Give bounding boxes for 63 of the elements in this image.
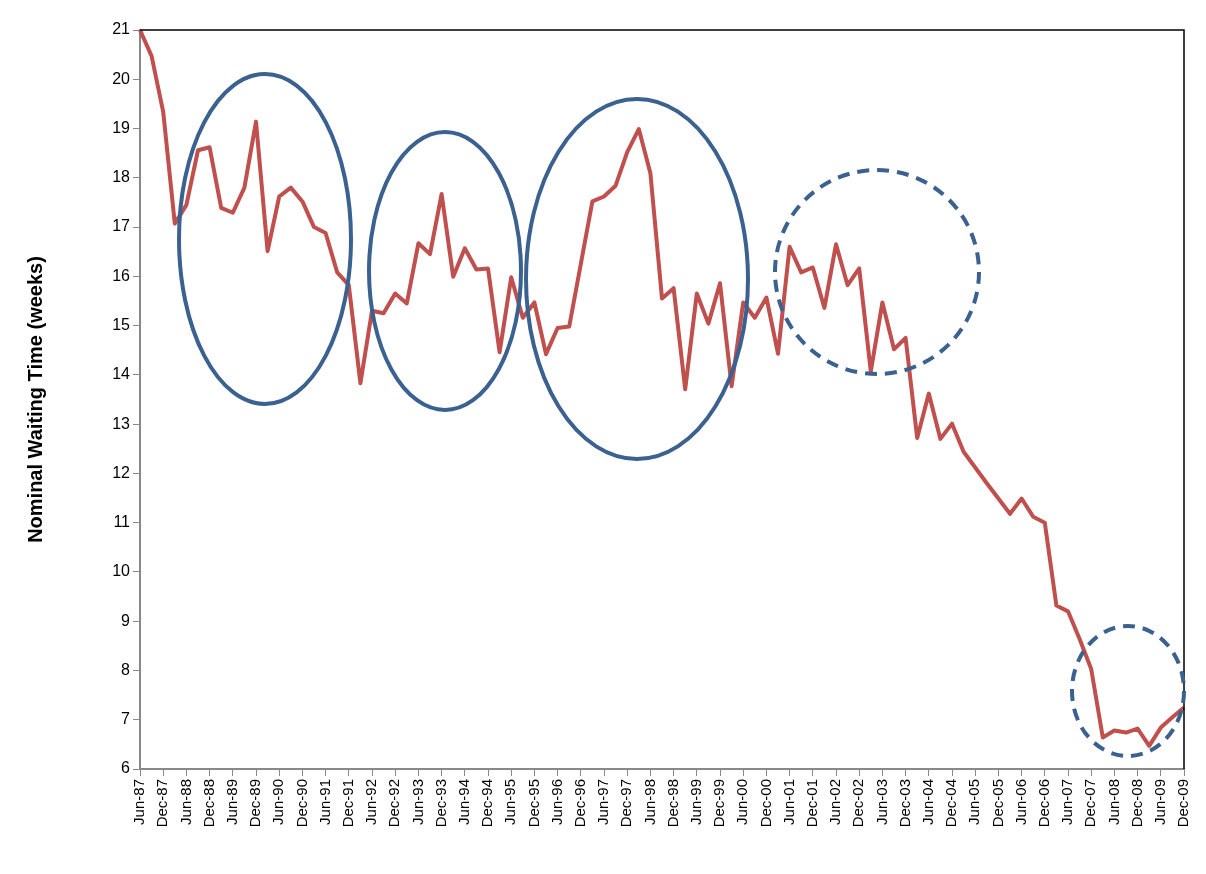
x-tick-label: Dec-05: [988, 779, 1006, 828]
x-tick-label: Jun-02: [826, 779, 844, 825]
x-tick-label: Dec-04: [942, 779, 960, 828]
x-tick-label: Jun-93: [408, 779, 426, 825]
x-tick-label: Dec-92: [385, 779, 403, 828]
x-tick-label: Jun-09: [1150, 779, 1168, 825]
x-tick-label: Jun-99: [686, 779, 704, 825]
x-tick-label: Jun-04: [918, 779, 936, 825]
x-tick-label: Jun-98: [640, 779, 658, 825]
x-tick-label: Jun-89: [222, 779, 240, 825]
y-tick-label: 7: [121, 710, 131, 728]
x-tick-label: Jun-95: [501, 779, 519, 825]
x-tick-label: Jun-92: [362, 779, 380, 825]
y-tick-label: 19: [112, 118, 131, 136]
x-tick-label: Dec-09: [1174, 779, 1192, 828]
x-tick-label: Dec-03: [895, 779, 913, 828]
x-tick-label: Jun-87: [130, 779, 148, 825]
y-tick-label: 6: [121, 759, 131, 777]
x-tick-label: Dec-98: [663, 779, 681, 828]
x-tick-label: Dec-88: [199, 779, 217, 828]
x-tick-label: Dec-93: [431, 779, 449, 828]
y-tick-label: 20: [112, 69, 131, 87]
x-tick-label: Dec-00: [756, 779, 774, 828]
y-tick-label: 16: [112, 266, 131, 284]
y-tick-label: 9: [121, 611, 131, 629]
x-tick-label: Dec-99: [710, 779, 728, 828]
x-tick-label: Dec-02: [849, 779, 867, 828]
x-tick-label: Jun-00: [733, 779, 751, 825]
x-tick-label: Dec-87: [153, 779, 171, 828]
x-tick-label: Dec-06: [1034, 779, 1052, 828]
x-tick-label: Jun-05: [965, 779, 983, 825]
x-tick-label: Dec-07: [1081, 779, 1099, 828]
x-tick-label: Dec-89: [246, 779, 264, 828]
y-tick-label: 11: [113, 513, 131, 531]
x-tick-label: Dec-97: [617, 779, 635, 828]
x-tick-label: Dec-96: [570, 779, 588, 828]
y-tick-label: 18: [112, 168, 131, 186]
x-tick-label: Jun-97: [594, 779, 612, 825]
x-tick-label: Jun-96: [547, 779, 565, 825]
x-tick-label: Jun-01: [779, 779, 797, 825]
y-tick-label: 13: [112, 414, 131, 432]
x-tick-label: Dec-01: [802, 779, 820, 828]
x-tick-label: Dec-08: [1127, 779, 1145, 828]
x-tick-label: Jun-90: [269, 779, 287, 825]
y-axis-title: Nominal Waiting Time (weeks): [23, 256, 46, 543]
x-tick-label: Dec-91: [338, 779, 356, 828]
x-tick-label: Jun-03: [872, 779, 890, 825]
x-tick-label: Jun-08: [1104, 779, 1122, 825]
x-tick-label: Jun-07: [1058, 779, 1076, 825]
y-tick-label: 14: [112, 365, 131, 383]
x-tick-label: Dec-90: [292, 779, 310, 828]
y-tick-label: 15: [112, 316, 131, 334]
y-tick-label: 17: [112, 217, 131, 235]
x-tick-label: Jun-88: [176, 779, 194, 825]
y-tick-label: 21: [112, 20, 131, 38]
x-tick-label: Dec-94: [478, 779, 496, 828]
x-tick-label: Jun-94: [454, 779, 472, 825]
x-tick-label: Jun-06: [1011, 779, 1029, 825]
x-tick-label: Jun-91: [315, 779, 333, 825]
y-tick-label: 8: [121, 660, 131, 678]
y-tick-label: 10: [112, 562, 131, 580]
y-tick-label: 12: [112, 463, 131, 481]
x-tick-label: Dec-95: [524, 779, 542, 828]
